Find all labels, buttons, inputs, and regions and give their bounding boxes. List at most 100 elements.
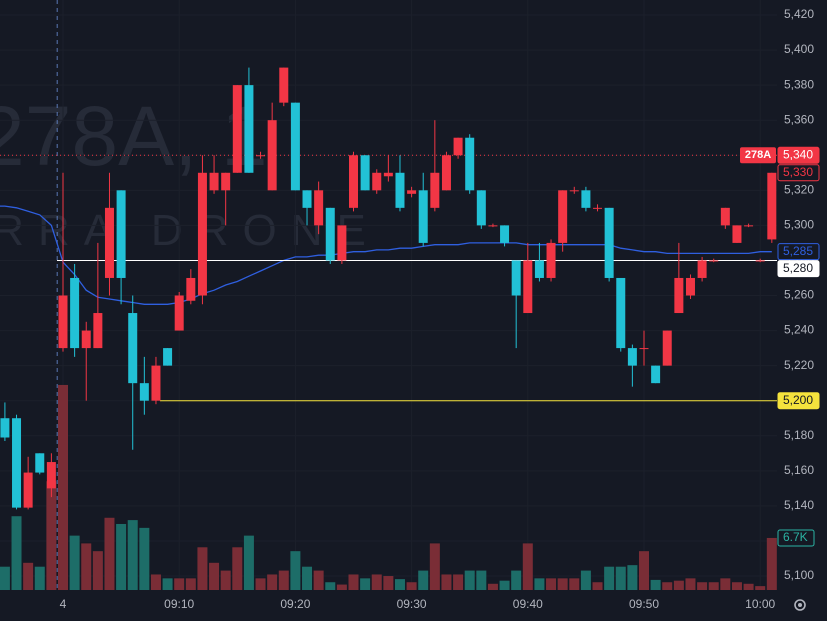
volume-bar bbox=[127, 520, 138, 590]
price-label: 5,280 bbox=[783, 261, 813, 275]
volume-bar bbox=[81, 543, 92, 590]
volume-bar bbox=[615, 566, 626, 590]
volume-bar bbox=[743, 583, 754, 590]
candle-body bbox=[12, 418, 22, 508]
candle-body bbox=[209, 172, 219, 191]
candle-body bbox=[116, 190, 126, 278]
y-tick-label: 5,300 bbox=[784, 218, 814, 232]
volume-bar bbox=[720, 578, 731, 590]
candle-body bbox=[627, 348, 637, 366]
price-label: 5,285 bbox=[783, 244, 813, 258]
candle-body bbox=[651, 365, 661, 384]
candle-body bbox=[197, 172, 207, 296]
volume-bar bbox=[464, 570, 475, 590]
x-tick-label: 4 bbox=[60, 597, 67, 611]
y-tick-label: 5,220 bbox=[784, 358, 814, 372]
candle-body bbox=[407, 190, 417, 194]
y-tick-label: 5,400 bbox=[784, 42, 814, 56]
candle-body bbox=[58, 295, 68, 349]
candle-body bbox=[732, 225, 742, 243]
volume-bar bbox=[371, 574, 382, 590]
candle-body bbox=[93, 313, 103, 349]
price-tag-box bbox=[740, 147, 776, 164]
candle-body bbox=[244, 85, 254, 173]
x-tick-label: 09:10 bbox=[164, 597, 194, 611]
volume-bar bbox=[267, 574, 278, 590]
volume-bar bbox=[580, 570, 591, 590]
candle-body bbox=[430, 172, 440, 208]
price-label: 5,340 bbox=[783, 147, 813, 161]
candle-body bbox=[104, 207, 114, 278]
candle-body bbox=[593, 207, 603, 209]
candle-body bbox=[581, 190, 591, 208]
y-tick-label: 5,260 bbox=[784, 288, 814, 302]
volume-bar bbox=[522, 543, 533, 590]
x-tick-label: 09:20 bbox=[280, 597, 310, 611]
candle-body bbox=[163, 348, 173, 366]
volume-bar bbox=[197, 547, 208, 590]
x-tick-label: 09:30 bbox=[397, 597, 427, 611]
settings-gear-center[interactable] bbox=[798, 603, 802, 607]
volume-bar bbox=[34, 566, 45, 590]
volume-bar bbox=[685, 578, 696, 590]
volume-bar bbox=[546, 578, 557, 590]
candle-body bbox=[151, 365, 161, 401]
volume-bar bbox=[673, 580, 684, 590]
candle-body bbox=[546, 242, 556, 278]
candle-body bbox=[453, 137, 463, 156]
candle-body bbox=[639, 348, 649, 350]
volume-bar bbox=[348, 574, 359, 590]
candle-body bbox=[744, 225, 754, 227]
y-tick-label: 5,100 bbox=[784, 568, 814, 582]
candle-body bbox=[383, 172, 393, 177]
volume-bar bbox=[278, 570, 289, 590]
candle-body bbox=[70, 277, 80, 349]
volume-bar bbox=[604, 566, 615, 590]
volume-bar bbox=[534, 578, 545, 590]
volume-bar bbox=[453, 574, 464, 590]
volume-bar bbox=[11, 516, 22, 590]
volume-bar bbox=[243, 535, 254, 590]
volume-bar bbox=[290, 551, 301, 590]
volume-bar bbox=[23, 562, 34, 590]
volume-bar bbox=[232, 547, 243, 590]
price-label-box bbox=[777, 392, 820, 410]
volume-bar bbox=[302, 566, 313, 590]
candle-body bbox=[325, 207, 335, 261]
volume-bar bbox=[0, 566, 10, 590]
candle-body bbox=[174, 295, 184, 331]
candle-body bbox=[441, 155, 451, 191]
candle-body bbox=[279, 67, 289, 103]
x-tick-label: 09:50 bbox=[629, 597, 659, 611]
candle-body bbox=[23, 472, 33, 508]
volume-bar bbox=[360, 578, 371, 590]
candle-body bbox=[534, 260, 544, 278]
settings-icon[interactable] bbox=[794, 599, 806, 611]
candle-body bbox=[302, 190, 312, 208]
candle-body bbox=[46, 462, 56, 489]
volume-bar bbox=[394, 579, 405, 590]
volume-label: 6.7K bbox=[783, 530, 808, 544]
volume-bar bbox=[336, 584, 347, 590]
candle-body bbox=[569, 190, 579, 192]
volume-bar bbox=[185, 578, 196, 590]
settings-gear[interactable] bbox=[794, 599, 806, 611]
price-label-box bbox=[777, 260, 820, 278]
candle-body bbox=[616, 277, 626, 349]
price-label: 5,200 bbox=[783, 393, 813, 407]
price-label-box bbox=[777, 164, 820, 182]
y-tick-label: 5,360 bbox=[784, 112, 814, 126]
candle-body bbox=[267, 120, 277, 191]
watermark-name: TERRA DRONE bbox=[0, 206, 380, 255]
candle-body bbox=[139, 383, 149, 401]
y-tick-label: 5,240 bbox=[784, 323, 814, 337]
y-tick-label: 5,180 bbox=[784, 428, 814, 442]
moving-average bbox=[0, 205, 772, 305]
watermark: 278A, 1 TERRA DRONE bbox=[0, 89, 380, 255]
candle-body bbox=[372, 172, 382, 191]
candle-body bbox=[290, 102, 300, 191]
candle-body bbox=[476, 190, 486, 226]
volume-bar bbox=[557, 578, 568, 590]
